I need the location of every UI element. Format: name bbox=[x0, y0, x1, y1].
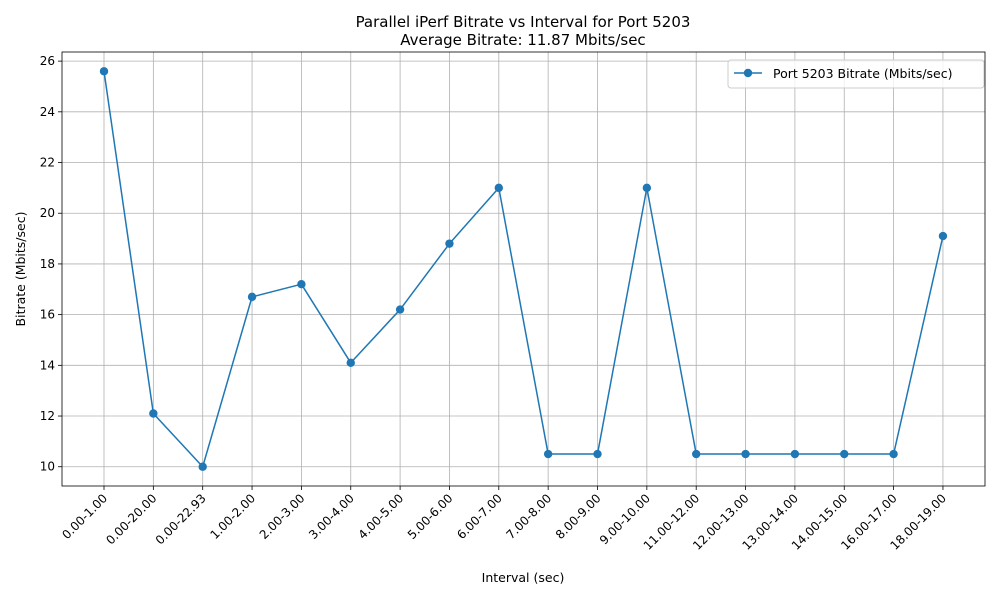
data-point bbox=[99, 67, 109, 76]
data-point bbox=[198, 462, 207, 471]
x-tick-label: 0.00-1.00 bbox=[59, 491, 110, 542]
legend-label: Port 5203 Bitrate (Mbits/sec) bbox=[773, 66, 953, 81]
data-point bbox=[543, 449, 553, 459]
data-point bbox=[741, 449, 750, 459]
y-tick-label: 20 bbox=[40, 206, 55, 220]
x-tick-label: 2.00-3.00 bbox=[257, 491, 308, 542]
data-point bbox=[247, 292, 257, 302]
x-tick-label: 1.00-2.00 bbox=[207, 491, 258, 542]
grid bbox=[62, 52, 985, 486]
data-point bbox=[149, 409, 158, 418]
y-tick-label: 24 bbox=[40, 105, 55, 119]
series-line bbox=[103, 71, 944, 468]
plot-frame bbox=[61, 51, 986, 487]
data-point bbox=[297, 280, 306, 289]
x-tick-label: 5.00-6.00 bbox=[405, 491, 456, 542]
legend-box bbox=[727, 59, 985, 89]
x-tick-label: 3.00-4.00 bbox=[306, 491, 357, 542]
data-point bbox=[593, 449, 602, 459]
y-tick-label: 14 bbox=[40, 358, 55, 372]
data-point bbox=[642, 183, 652, 193]
y-axis-label: Bitrate (Mbits/sec) bbox=[13, 212, 28, 327]
data-point bbox=[445, 239, 454, 248]
y-tick-label: 26 bbox=[40, 54, 55, 68]
x-tick-label: 0.00-22.93 bbox=[153, 491, 209, 547]
chart-title: Parallel iPerf Bitrate vs Interval for P… bbox=[356, 13, 691, 31]
data-point bbox=[938, 231, 948, 241]
data-point bbox=[692, 449, 701, 459]
y-tick-label: 18 bbox=[40, 257, 55, 271]
y-tick-label: 12 bbox=[40, 409, 55, 423]
axis-ticks: 0.00-1.000.00-20.000.00-22.931.00-2.002.… bbox=[40, 54, 949, 553]
x-tick-label: 4.00-5.00 bbox=[355, 491, 406, 542]
x-tick-label: 6.00-7.00 bbox=[454, 491, 505, 542]
y-tick-label: 10 bbox=[40, 460, 55, 474]
series bbox=[99, 67, 948, 471]
x-tick-label: 7.00-8.00 bbox=[504, 491, 555, 542]
y-tick-label: 22 bbox=[40, 156, 55, 170]
x-tick-label: 8.00-9.00 bbox=[553, 491, 604, 542]
data-point bbox=[889, 449, 898, 459]
data-point bbox=[346, 358, 355, 367]
y-tick-label: 16 bbox=[40, 308, 55, 322]
data-point bbox=[494, 183, 503, 193]
data-point bbox=[790, 449, 800, 459]
chart-subtitle: Average Bitrate: 11.87 Mbits/sec bbox=[400, 31, 645, 49]
x-axis-label: Interval (sec) bbox=[482, 570, 565, 585]
legend: Port 5203 Bitrate (Mbits/sec) bbox=[727, 59, 985, 89]
x-tick-label: 0.00-20.00 bbox=[103, 491, 159, 547]
data-point bbox=[840, 449, 849, 459]
legend-marker bbox=[743, 68, 753, 78]
data-point bbox=[395, 305, 405, 314]
